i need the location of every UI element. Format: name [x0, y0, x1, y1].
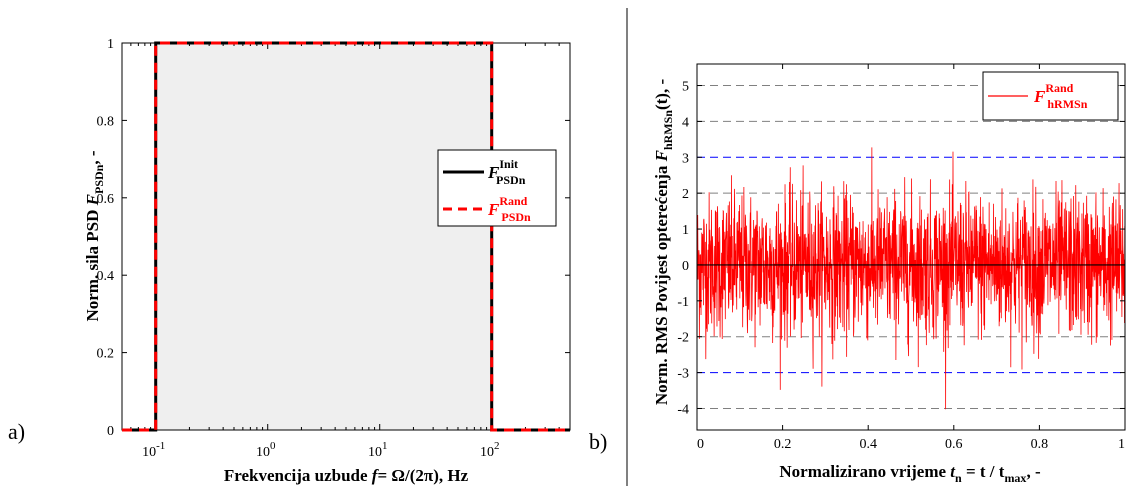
x-tick-label-a: 101: [368, 440, 388, 460]
y-tick-label-b: -2: [677, 331, 689, 346]
y-tick-label-b: -4: [677, 402, 689, 417]
y-tick-label-a: 0: [107, 424, 114, 439]
y-tick-label-a: 0.6: [97, 192, 115, 207]
legend-a: FInit PSDn FRand PSDn: [437, 149, 557, 227]
x-tick-label-a: 102: [480, 440, 500, 460]
panel-label-a: a): [8, 419, 25, 444]
x-tick-label-a: 100: [256, 440, 276, 460]
x-tick-label-b: 0.2: [774, 437, 792, 452]
series-rand-line: [122, 41, 570, 432]
legend-label-b: FRand hRMSn: [1033, 81, 1088, 111]
legend-b: FRand hRMSn: [982, 71, 1119, 121]
x-tick-label-b: 1: [1118, 437, 1125, 452]
x-tick-label-b: 0.4: [859, 437, 877, 452]
psd-band-fill: [155, 43, 492, 430]
y-tick-label-b: 5: [682, 80, 689, 95]
chart-b: 0 0.2 0.4 0.6 0.8 1 -4 -3 -2 -1 0 1 2 3 4 5 Norm. RMS …: [652, 63, 1126, 485]
y-tick-label-b: -1: [677, 295, 689, 310]
y-tick-label-b: 3: [682, 151, 689, 166]
y-axis-label-a: Norm. sila PSD FPSDn, -: [83, 150, 106, 321]
x-tick-label-a: 10-1: [142, 440, 165, 460]
y-tick-label-b: 0: [682, 259, 689, 274]
x-axis-label-b: Normalizirano vrijeme tn = t / tmax, -: [779, 462, 1041, 485]
y-tick-label-b: 4: [682, 115, 689, 130]
y-tick-label-b: -3: [677, 367, 689, 382]
y-tick-label-b: 1: [682, 223, 689, 238]
plot-frame-b: [696, 63, 1126, 431]
panel-label-b: b): [589, 429, 607, 454]
y-tick-label-b: 2: [682, 187, 689, 202]
y-tick-label-a: 1: [107, 37, 114, 52]
legend-label-init: FInit PSDn: [487, 157, 526, 187]
x-tick-label-b: 0: [697, 437, 704, 452]
x-tick-label-b: 0.8: [1031, 437, 1049, 452]
x-tick-label-b: 0.6: [945, 437, 963, 452]
chart-a: 10-1 100 101 102 0 0.2 0.4 0.6 0.8 1 Norm. sila …: [83, 37, 571, 485]
y-tick-label-a: 0.4: [97, 269, 115, 284]
legend-box-a: [437, 149, 557, 227]
y-tick-label-a: 0.8: [97, 114, 115, 129]
series-rand-noise: [696, 147, 1126, 410]
x-axis-label-a: Frekvencija uzbude f= Ω/(2π), Hz: [224, 466, 469, 485]
y-tick-label-a: 0.2: [97, 347, 115, 362]
y-axis-label-b: Norm. RMS Povijest opterećenja FhRMSn(t)…: [652, 79, 675, 406]
legend-label-rand: FRand PSDn: [487, 194, 531, 224]
